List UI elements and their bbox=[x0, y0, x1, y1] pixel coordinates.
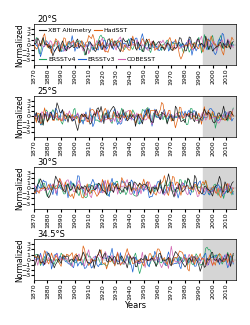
Bar bbox=[202, 96, 235, 137]
Bar bbox=[202, 239, 235, 280]
Y-axis label: Normalized: Normalized bbox=[15, 166, 24, 210]
Bar bbox=[202, 24, 235, 65]
Legend: ERSSTv4, ERSSTv3, COBESST: ERSSTv4, ERSSTv3, COBESST bbox=[38, 57, 156, 62]
Y-axis label: Normalized: Normalized bbox=[15, 95, 24, 138]
X-axis label: Years: Years bbox=[123, 301, 145, 310]
Bar bbox=[202, 167, 235, 209]
Text: 20°S: 20°S bbox=[38, 15, 57, 24]
Text: 34.5°S: 34.5°S bbox=[38, 230, 65, 239]
Text: 25°S: 25°S bbox=[38, 87, 57, 96]
Y-axis label: Normalized: Normalized bbox=[15, 238, 24, 282]
Text: 30°S: 30°S bbox=[38, 158, 58, 167]
Y-axis label: Normalized: Normalized bbox=[15, 23, 24, 67]
